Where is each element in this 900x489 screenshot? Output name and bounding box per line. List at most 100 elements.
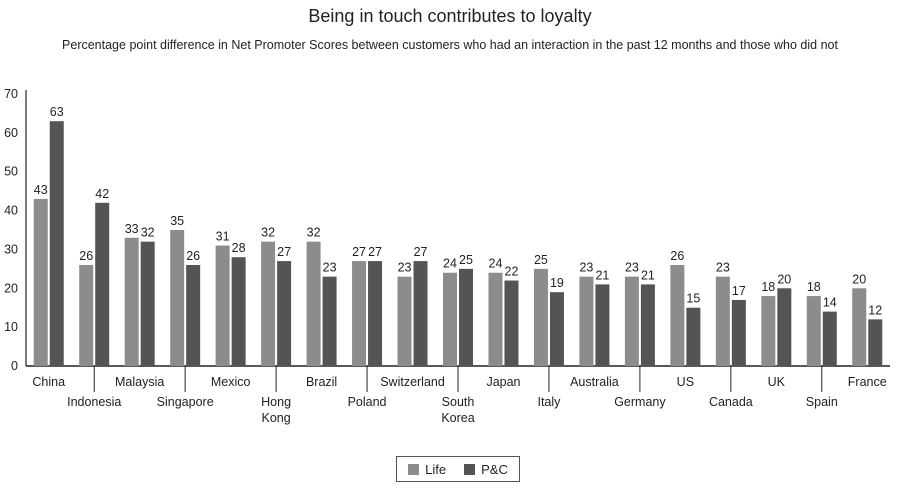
bar-life (761, 296, 776, 366)
bar-life (33, 198, 48, 366)
bar-life (79, 264, 94, 366)
legend-swatch-life (408, 463, 420, 475)
x-tick-label: Kong (262, 411, 291, 425)
bar-life (170, 230, 185, 366)
data-label-life: 23 (625, 261, 639, 275)
bar-pc (413, 261, 428, 366)
data-label-pc: 19 (550, 276, 564, 290)
bar-pc (49, 121, 64, 366)
data-label-life: 23 (579, 261, 593, 275)
bar-life (443, 272, 457, 366)
bar-life (670, 264, 685, 366)
x-tick-label: Singapore (157, 395, 214, 409)
bar-pc (868, 319, 883, 366)
x-tick-label: Hong (261, 395, 291, 409)
legend-label-life: Life (425, 461, 447, 477)
data-label-life: 27 (352, 245, 366, 259)
bar-pc (686, 307, 701, 366)
bar-life (124, 237, 139, 366)
bar-life (806, 296, 821, 366)
x-tick-label: Mexico (211, 375, 251, 389)
y-tick-label: 50 (4, 165, 18, 179)
data-label-pc: 42 (95, 187, 109, 201)
x-tick-label: Switzerland (380, 375, 445, 389)
x-tick-label: Australia (570, 375, 619, 389)
x-tick-label: US (677, 375, 694, 389)
data-label-life: 32 (307, 226, 321, 240)
bar-life (306, 241, 321, 366)
bar-pc (322, 276, 337, 366)
chart-subtitle: Percentage point difference in Net Promo… (62, 38, 838, 52)
data-label-life: 25 (534, 253, 548, 267)
bar-pc (504, 280, 519, 366)
y-tick-label: 60 (4, 126, 18, 140)
data-label-life: 43 (34, 183, 48, 197)
bar-life (852, 288, 867, 366)
data-label-pc: 21 (595, 268, 609, 282)
chart-title: Being in touch contributes to loyalty (308, 6, 592, 26)
bar-life (215, 245, 230, 366)
x-tick-label: Brazil (306, 375, 337, 389)
data-label-life: 20 (852, 272, 866, 286)
bar-pc (822, 311, 837, 366)
x-tick-label: Germany (614, 395, 666, 409)
data-label-pc: 27 (414, 245, 428, 259)
y-tick-label: 0 (11, 359, 18, 373)
data-label-pc: 63 (50, 105, 64, 119)
legend-item-pc: P&C (464, 462, 508, 477)
bar-pc (368, 261, 383, 366)
bar-life (715, 276, 730, 366)
x-tick-label: China (32, 375, 65, 389)
bar-life (533, 268, 548, 366)
data-label-life: 31 (216, 230, 230, 244)
data-label-pc: 12 (868, 303, 882, 317)
y-tick-label: 30 (4, 242, 18, 256)
y-tick-label: 20 (4, 281, 18, 295)
bar-pc (549, 292, 564, 366)
x-tick-label: Malaysia (115, 375, 164, 389)
data-label-pc: 15 (686, 292, 700, 306)
y-tick-label: 10 (4, 320, 18, 334)
bar-pc (277, 261, 292, 366)
bar-pc (459, 268, 473, 366)
bar-life (579, 276, 594, 366)
x-tick-label: Japan (486, 375, 520, 389)
data-label-life: 26 (79, 249, 93, 263)
x-tick-label: Korea (441, 411, 474, 425)
data-label-life: 35 (170, 214, 184, 228)
data-label-pc: 28 (232, 241, 246, 255)
data-label-life: 18 (807, 280, 821, 294)
data-label-pc: 25 (459, 253, 473, 267)
data-label-pc: 32 (141, 226, 155, 240)
data-label-pc: 26 (186, 249, 200, 263)
bar-life (624, 276, 639, 366)
x-tick-label: South (442, 395, 475, 409)
legend-item-life: Life (408, 462, 446, 477)
x-tick-label: France (848, 375, 887, 389)
data-label-pc: 14 (823, 296, 837, 310)
bar-pc (731, 299, 746, 366)
data-label-life: 26 (670, 249, 684, 263)
y-tick-label: 40 (4, 204, 18, 218)
bar-life (261, 241, 276, 366)
data-label-pc: 21 (641, 268, 655, 282)
legend-swatch-pc (464, 463, 476, 475)
x-tick-label: Spain (806, 395, 838, 409)
data-label-life: 24 (443, 257, 457, 271)
bar-pc (777, 288, 792, 366)
x-tick-label: UK (768, 375, 786, 389)
x-tick-label: Indonesia (67, 395, 121, 409)
x-tick-label: Poland (348, 395, 387, 409)
bar-pc (95, 202, 110, 366)
y-tick-label: 70 (4, 87, 18, 101)
x-tick-label: Canada (709, 395, 753, 409)
bar-life (397, 276, 412, 366)
data-label-pc: 22 (505, 265, 519, 279)
data-label-pc: 20 (777, 272, 791, 286)
data-label-life: 23 (716, 261, 730, 275)
bar-pc (231, 257, 246, 366)
legend-label-pc: P&C (481, 461, 508, 477)
data-label-life: 18 (761, 280, 775, 294)
x-tick-label: Italy (537, 395, 561, 409)
